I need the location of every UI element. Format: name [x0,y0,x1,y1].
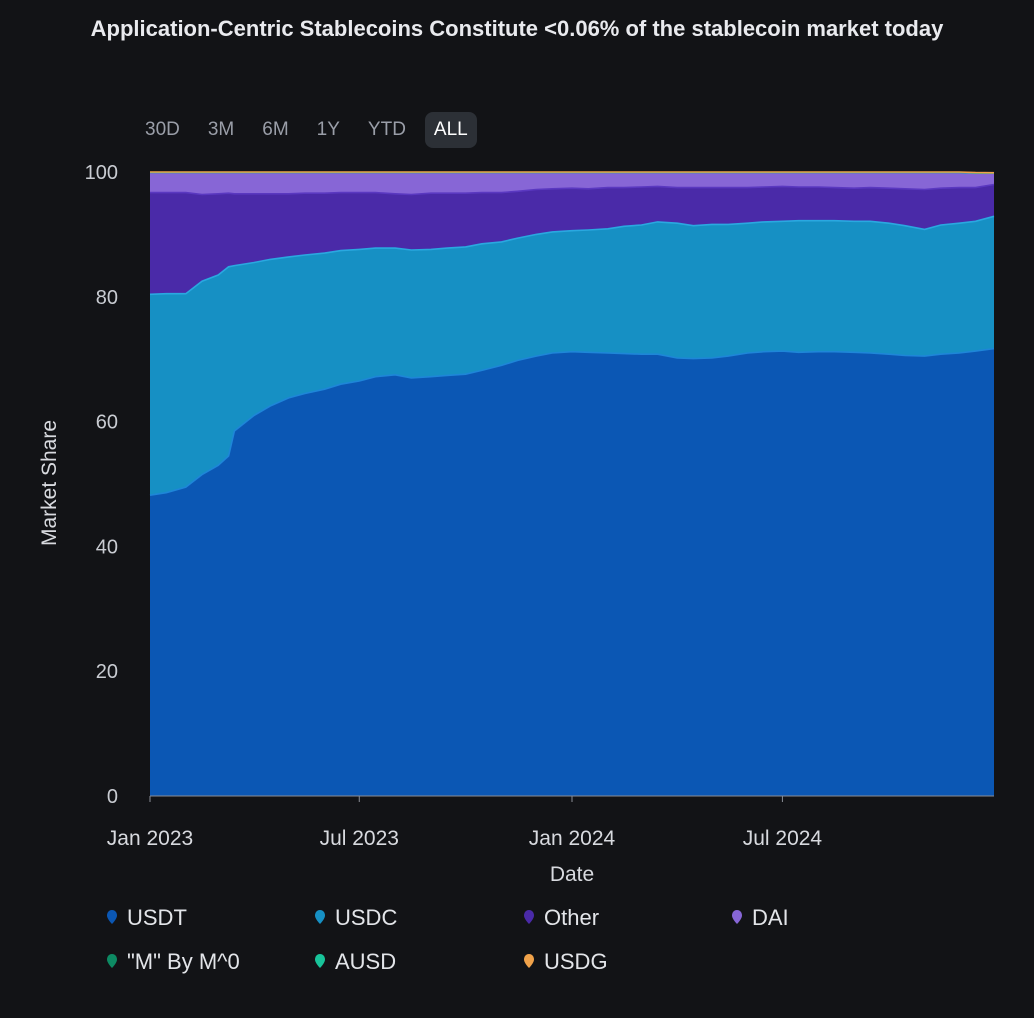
area-other [150,184,994,295]
y-tick-label: 60 [96,412,118,434]
market-share-chart: 0 20 40 60 80 100 Jan 2023 Jul 2023 Jan 2024 Jul … [38,162,995,886]
line-usdc [149,215,995,296]
range-button-6m[interactable]: 6M [262,119,289,140]
legend-item-other[interactable]: Other [522,905,599,931]
legend-item-usdg[interactable]: USDG [522,949,608,975]
legend-label: USDG [544,949,608,974]
line-other [150,183,995,196]
y-tick-label: 40 [96,536,118,558]
range-button-3m[interactable]: 3M [207,119,235,140]
legend-item-m-by-m0[interactable]: "M" By M^0 [105,949,240,975]
legend-item-usdc[interactable]: USDC [313,905,397,931]
time-range-selector: 30D 3M 6M 1Y YTD ALL [136,112,487,148]
range-button-30d[interactable]: 30D [145,119,180,140]
x-tick-label: Jan 2023 [107,827,193,850]
y-tick-label: 0 [107,786,118,808]
y-tick-label: 100 [85,162,118,184]
legend-item-usdt[interactable]: USDT [105,905,187,931]
usdt-marker-icon [107,910,117,924]
legend-label: Other [544,905,600,930]
range-button-all[interactable]: ALL [424,112,477,148]
legend-label: AUSD [335,949,397,974]
y-tick-label: 20 [96,661,118,683]
x-tick-label: Jan 2024 [529,827,616,850]
legend-label: "M" By M^0 [127,949,240,974]
chart-title: Application-Centric Stablecoins Constitu… [90,16,944,41]
legend-label: DAI [752,905,789,930]
range-button-1y[interactable]: 1Y [316,119,340,140]
line-usdt [149,347,995,496]
area-usdc [150,216,994,496]
dai-marker-icon [732,910,742,924]
usdc-marker-icon [315,910,325,924]
legend-item-ausd[interactable]: AUSD [313,949,396,975]
line-usdg [150,171,995,174]
range-button-ytd[interactable]: YTD [367,119,406,140]
y-tick-label: 80 [96,287,118,309]
ausd-marker-icon [315,954,325,968]
x-tick-label: Jul 2024 [743,827,823,850]
m-by-m0-marker-icon [107,954,117,968]
usdg-marker-icon [524,954,534,968]
area-dai [150,172,994,195]
area-usdt [150,348,994,796]
legend-item-dai[interactable]: DAI [730,905,789,931]
x-axis-title: Date [550,863,594,886]
legend-label: USDC [335,905,398,930]
x-tick-label: Jul 2023 [320,827,399,850]
legend-label: USDT [127,905,187,930]
y-axis-title: Market Share [38,420,61,546]
other-marker-icon [524,910,534,924]
